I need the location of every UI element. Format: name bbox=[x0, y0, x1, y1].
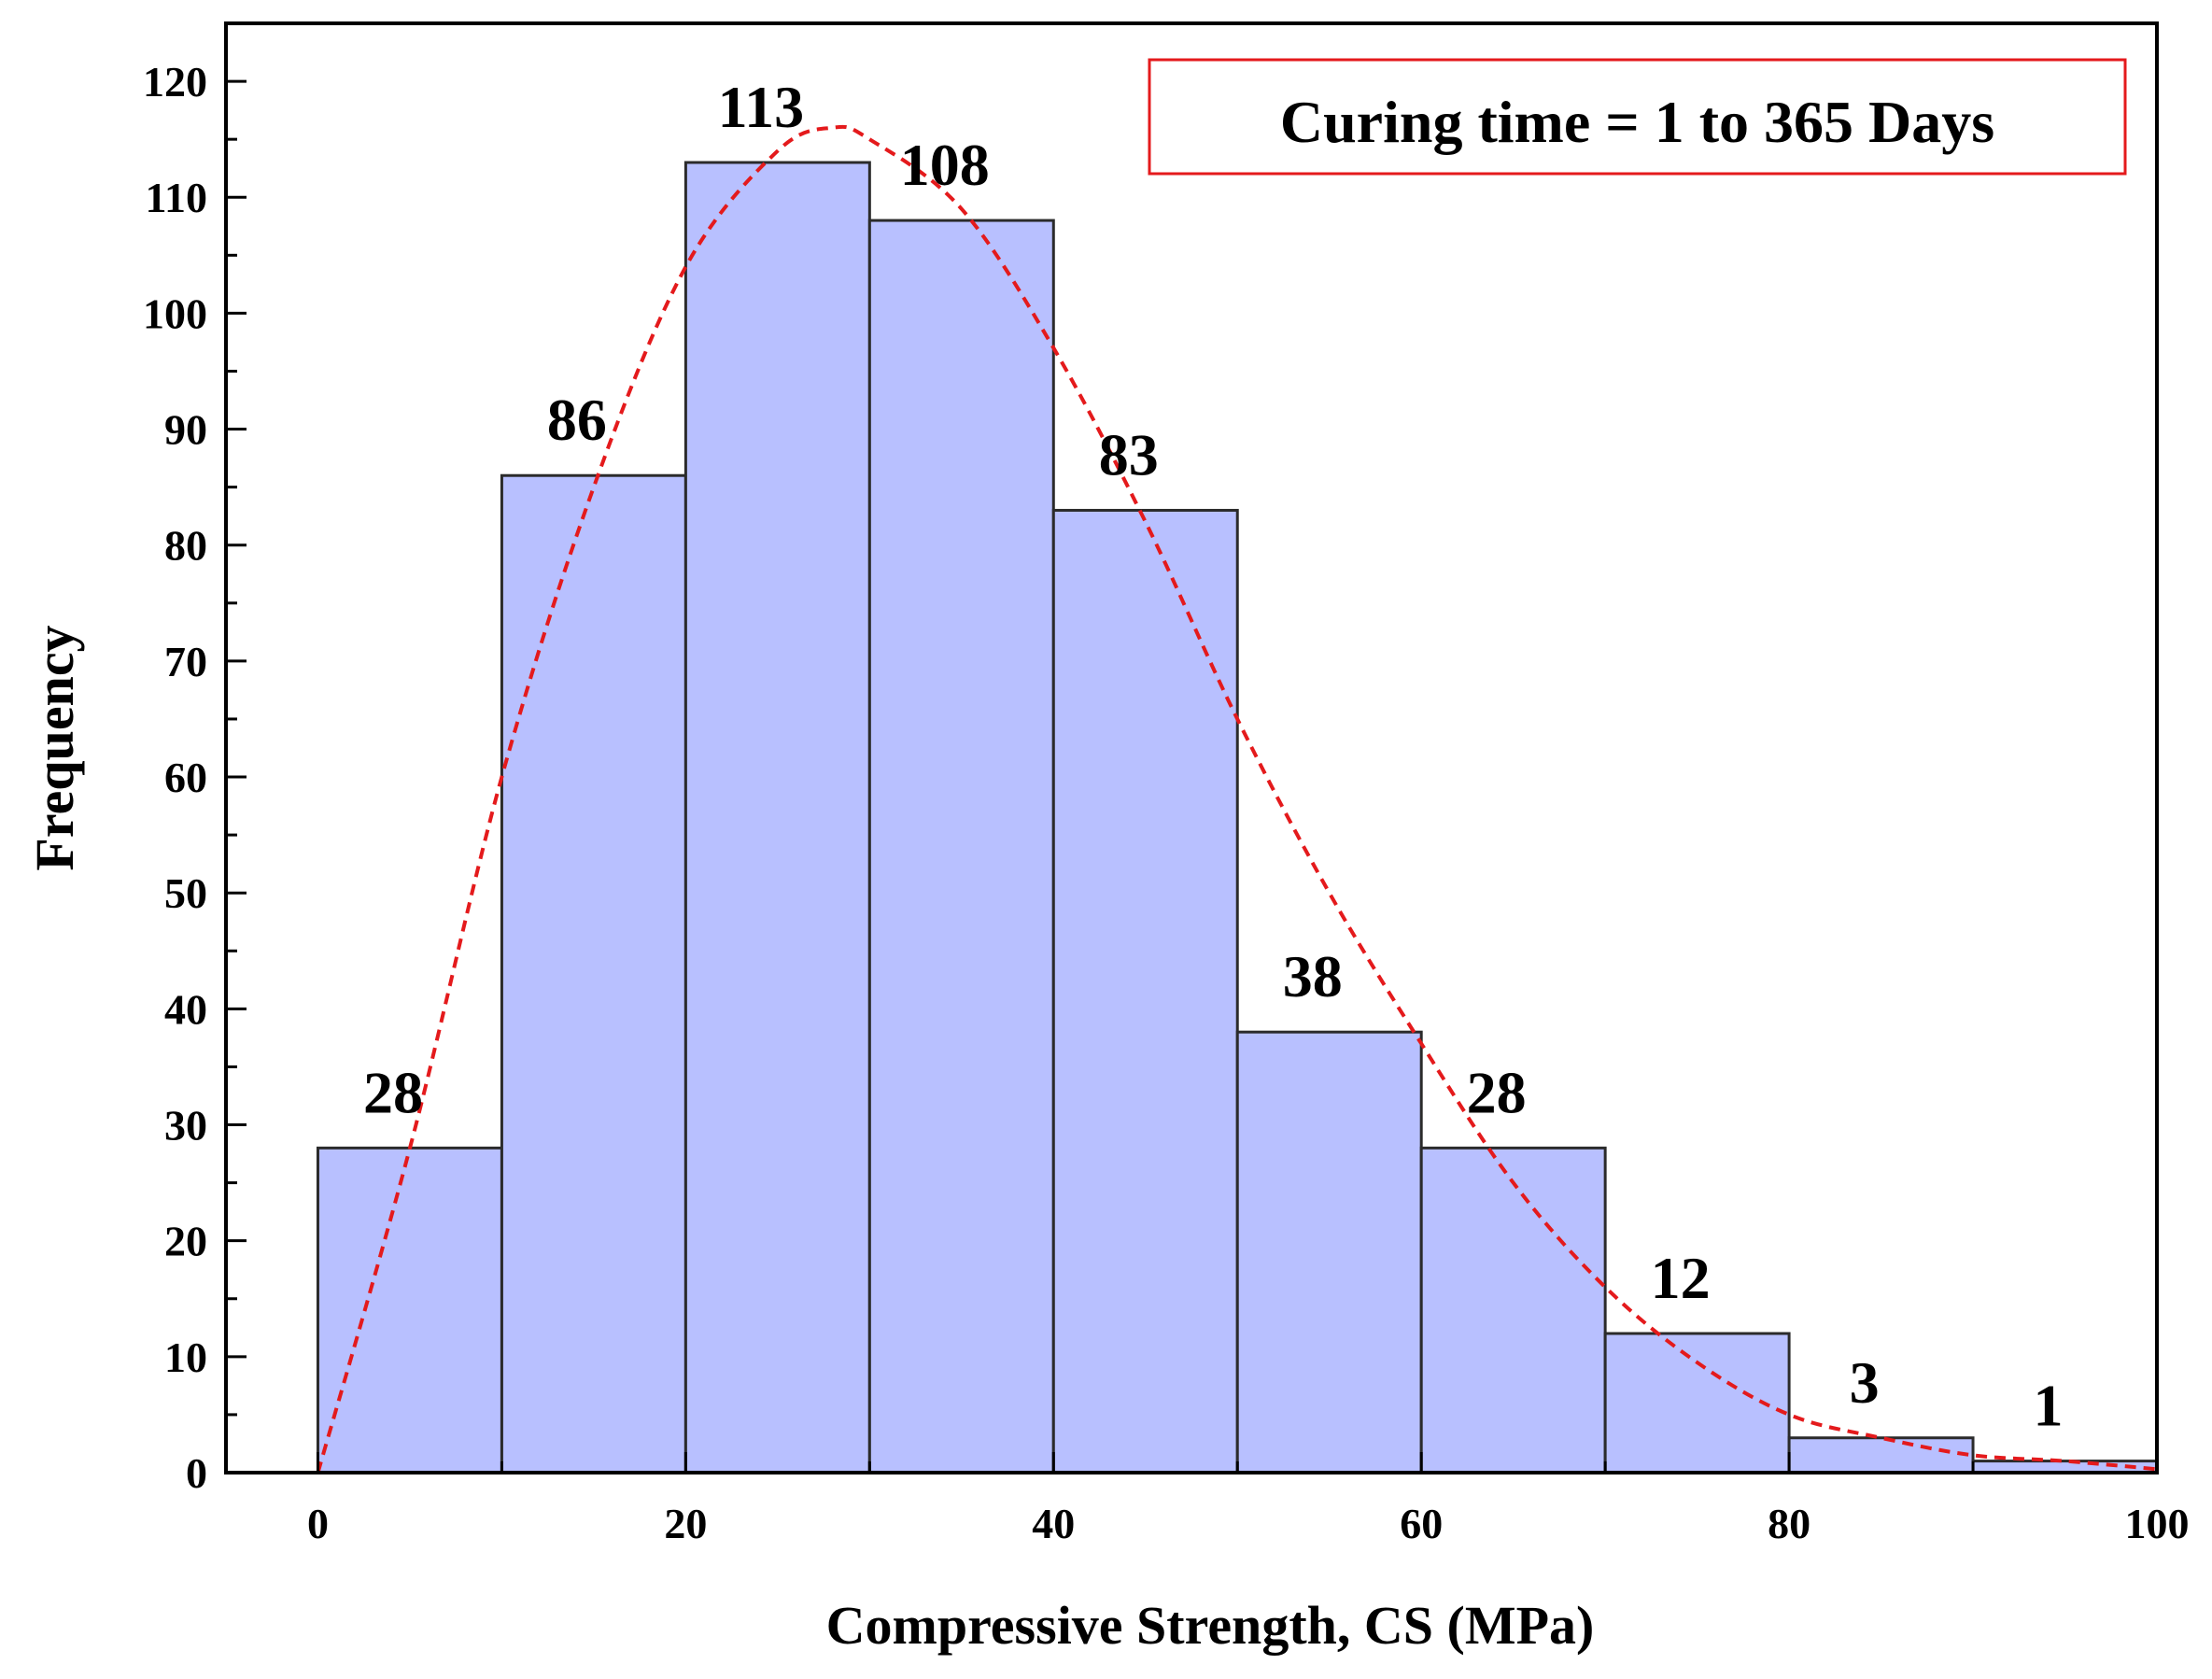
bar-value-label: 38 bbox=[1283, 943, 1343, 1009]
x-tick-label: 40 bbox=[1032, 1500, 1075, 1547]
y-tick-label: 30 bbox=[164, 1102, 207, 1150]
plot-area-frame bbox=[224, 21, 2159, 1474]
y-axis-ticks: 0 10 20 30 40 50 60 70 80 90 100 110 120 bbox=[143, 21, 247, 1497]
bar-70-80 bbox=[1603, 1332, 1791, 1474]
annotation-text: Curing time = 1 to 365 Days bbox=[1280, 89, 1994, 155]
x-axis-title: Compressive Strength, CS (MPa) bbox=[826, 1595, 1595, 1656]
annotation-border bbox=[1148, 58, 2127, 176]
y-tick-label: 70 bbox=[164, 638, 207, 685]
fit-curve-line bbox=[316, 124, 2158, 1474]
y-tick-label: 50 bbox=[164, 869, 207, 917]
y-tick-label: 90 bbox=[164, 406, 207, 454]
bar-value-label: 1 bbox=[2034, 1373, 2064, 1439]
bar-value-label: 12 bbox=[1651, 1245, 1711, 1311]
y-tick-label: 40 bbox=[164, 985, 207, 1033]
annotation-box: Curing time = 1 to 365 Days bbox=[1148, 58, 2127, 176]
bar-0-10 bbox=[316, 1146, 503, 1474]
x-tick-label: 20 bbox=[664, 1500, 707, 1547]
y-tick-label: 80 bbox=[164, 522, 207, 570]
x-tick-label: 60 bbox=[1400, 1500, 1443, 1547]
bar-30-40 bbox=[867, 219, 1055, 1474]
y-tick-label: 20 bbox=[164, 1218, 207, 1265]
bar-80-90 bbox=[1787, 1436, 1975, 1474]
bar-10-20 bbox=[500, 473, 687, 1474]
bar-value-label: 113 bbox=[718, 74, 804, 140]
y-tick-label: 0 bbox=[186, 1449, 207, 1497]
y-axis-title: Frequency bbox=[24, 625, 85, 870]
bar-value-label: 83 bbox=[1099, 421, 1159, 487]
y-tick-label: 60 bbox=[164, 754, 207, 801]
histogram-bars bbox=[316, 161, 2159, 1474]
x-tick-label: 0 bbox=[307, 1500, 329, 1547]
bar-value-label: 108 bbox=[900, 132, 990, 198]
y-tick-label: 10 bbox=[164, 1333, 207, 1381]
x-axis-ticks: 0 20 40 60 80 100 bbox=[307, 1452, 2190, 1547]
bar-value-label: 86 bbox=[547, 387, 607, 453]
x-tick-label: 80 bbox=[1768, 1500, 1810, 1547]
y-tick-label: 120 bbox=[143, 58, 207, 106]
bar-40-50 bbox=[1051, 508, 1239, 1474]
bar-value-label: 28 bbox=[1467, 1059, 1527, 1125]
bar-50-60 bbox=[1235, 1030, 1423, 1474]
y-tick-label: 100 bbox=[143, 289, 207, 337]
bar-20-30 bbox=[683, 161, 871, 1474]
fit-curve-group bbox=[316, 124, 2158, 1474]
bar-value-label: 28 bbox=[363, 1059, 423, 1125]
bar-data-labels: 28 86 113 108 83 38 28 12 3 1 bbox=[363, 74, 2064, 1439]
bar-value-label: 3 bbox=[1850, 1349, 1880, 1416]
x-tick-label: 100 bbox=[2125, 1500, 2190, 1547]
bar-60-70 bbox=[1419, 1146, 1607, 1474]
y-tick-label: 110 bbox=[146, 174, 207, 221]
